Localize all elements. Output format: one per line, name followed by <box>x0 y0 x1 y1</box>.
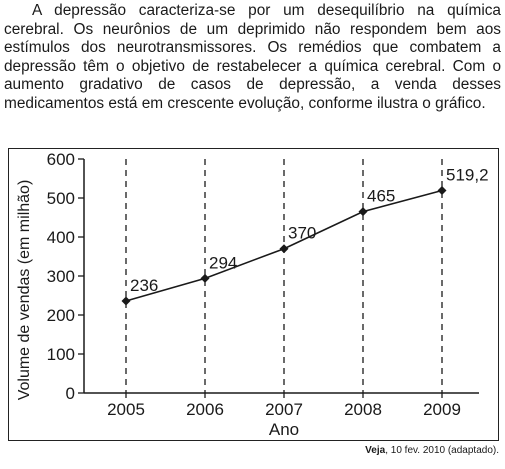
y-tick-label: 400 <box>47 228 75 247</box>
intro-text: A depressão caracteriza-se por um desequ… <box>4 2 501 112</box>
y-tick-label: 300 <box>47 267 75 286</box>
x-tick-label: 2007 <box>265 400 303 419</box>
data-point-marker <box>200 273 210 283</box>
x-tick-label: 2008 <box>344 400 382 419</box>
y-tick-label: 100 <box>47 345 75 364</box>
x-tick-label: 2006 <box>186 400 224 419</box>
data-label: 370 <box>288 224 316 243</box>
y-tick-label: 600 <box>47 150 75 169</box>
source-caption: Veja, 10 fev. 2010 (adaptado). <box>365 445 499 456</box>
x-tick-label: 2009 <box>423 400 461 419</box>
y-tick-label: 200 <box>47 306 75 325</box>
x-axis-label: Ano <box>269 420 299 439</box>
sales-line-chart: 0 100 200 300 400 500 600 Volume de vendas (em … <box>16 150 489 439</box>
data-label: 236 <box>130 276 158 295</box>
chart-frame: 0 100 200 300 400 500 600 Volume de vendas (em … <box>8 148 499 441</box>
data-point-marker <box>121 296 131 306</box>
y-tick-label: 500 <box>47 189 75 208</box>
y-tick-label: 0 <box>66 384 75 403</box>
data-label: 465 <box>367 187 395 206</box>
y-axis-label: Volume de vendas (em milhão) <box>16 180 33 401</box>
source-name: Veja <box>365 445 386 456</box>
intro-paragraph: A depressão caracteriza-se por um desequ… <box>4 2 501 114</box>
data-label: 519,2 <box>446 166 489 185</box>
data-point-marker <box>358 207 368 217</box>
source-detail: , 10 fev. 2010 (adaptado). <box>385 445 499 456</box>
x-tick-label: 2005 <box>107 400 145 419</box>
data-label: 294 <box>209 253 237 272</box>
data-point-marker <box>279 244 289 254</box>
data-point-marker <box>437 186 447 196</box>
